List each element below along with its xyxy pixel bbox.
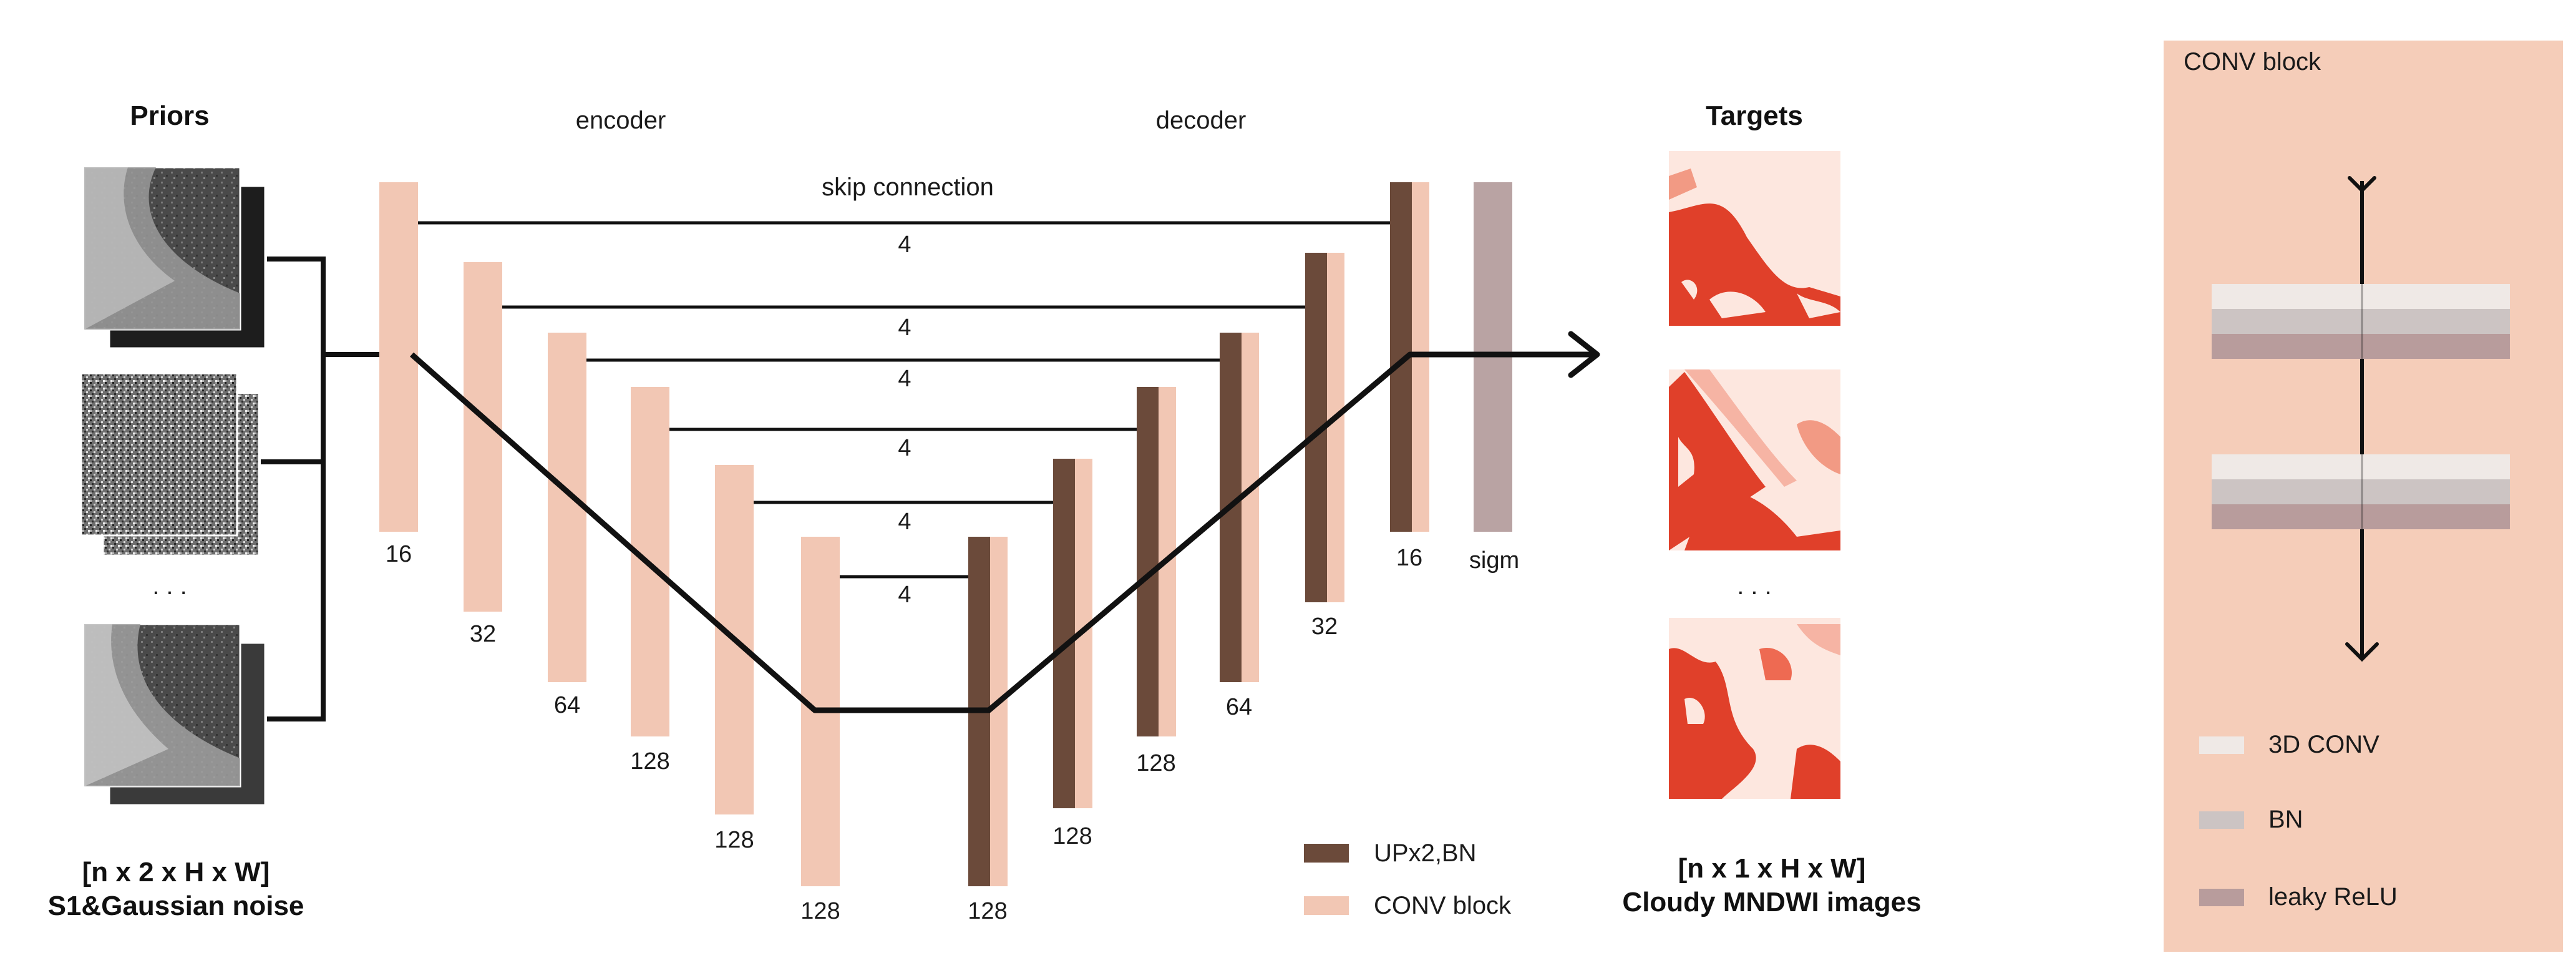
- skip-value-2: 4: [898, 315, 911, 341]
- prior-image-noise: [80, 372, 260, 557]
- skip-connections: [418, 221, 1390, 579]
- skip-value-4: 4: [898, 435, 911, 461]
- panel-flow-tail-icon: [2348, 176, 2376, 193]
- targets-column: Targets . . . [n x 1 x H x W]: [1622, 100, 1921, 917]
- decoder-channels-1: 128: [968, 898, 1007, 924]
- targets-caption-line1: [n x 1 x H x W]: [1678, 853, 1866, 884]
- encoder-block-2: [464, 262, 502, 612]
- panel-conv-unit-1: [2212, 284, 2510, 359]
- unet-network: encoder decoder skip connection 4 4 4 4 …: [379, 107, 1600, 924]
- legend-swatch-upsample: [1304, 844, 1349, 863]
- encoder-channels-6: 128: [800, 898, 840, 924]
- decoder-upsample-2: [1053, 459, 1075, 808]
- decoder-conv-1: [990, 537, 1008, 886]
- priors-caption-line2: S1&Gaussian noise: [48, 891, 304, 921]
- legend-label-upsample: UPx2,BN: [1374, 839, 1477, 867]
- priors-column: Priors . . . [n x 2 x H: [48, 100, 412, 921]
- conv-block-panel-title: CONV block: [2184, 48, 2321, 76]
- encoder-channels-2: 32: [470, 621, 496, 647]
- decoder-label: decoder: [1156, 107, 1247, 134]
- encoder-block-3: [548, 333, 586, 682]
- panel-legend-swatch-bn: [2199, 811, 2244, 829]
- targets-title: Targets: [1706, 100, 1803, 131]
- output-activation-label: sigm: [1469, 547, 1519, 574]
- skip-value-3: 4: [898, 366, 911, 392]
- panel-conv-unit-2: [2212, 454, 2510, 529]
- encoder-blocks: [379, 182, 840, 886]
- panel-legend-label-bn: BN: [2268, 806, 2303, 833]
- priors-caption-line1: [n x 2 x H x W]: [82, 857, 270, 887]
- targets-ellipsis: . . .: [1737, 572, 1772, 600]
- encoder-label: encoder: [576, 107, 666, 134]
- prior-image-s1-top: [83, 166, 266, 350]
- decoder-blocks: [968, 182, 1512, 886]
- target-image-3: [1669, 618, 1840, 799]
- decoder-channels-5: 32: [1311, 614, 1338, 640]
- decoder-conv-5: [1327, 253, 1344, 602]
- target-image-2: [1669, 369, 1840, 550]
- decoder-channels-4: 64: [1226, 694, 1252, 720]
- encoder-channels-3: 64: [554, 692, 580, 718]
- encoder-channels-1: 16: [386, 541, 412, 567]
- output-arrowhead: [1568, 331, 1600, 378]
- target-image-1: [1669, 151, 1840, 326]
- panel-legend-label-leaky-relu: leaky ReLU: [2268, 883, 2398, 911]
- panel-legend-swatch-3dconv: [2199, 736, 2244, 754]
- panel-flow-arrowhead-icon: [2345, 642, 2379, 662]
- skip-value-5: 4: [898, 509, 911, 535]
- panel-legend-swatch-leaky-relu: [2199, 889, 2244, 906]
- encoder-channels-4: 128: [630, 748, 669, 775]
- decoder-channels-2: 128: [1052, 823, 1092, 849]
- network-legend: UPx2,BN CONV block: [1304, 839, 1512, 919]
- decoder-channels-3: 128: [1136, 750, 1175, 776]
- conv-block-panel: CONV block 3D CONV BN leaky ReLU: [2164, 41, 2563, 952]
- decoder-channels-6: 16: [1396, 545, 1422, 571]
- encoder-channels-5: 128: [714, 827, 754, 853]
- legend-swatch-conv: [1304, 896, 1349, 915]
- prior-image-s1-bottom: [83, 623, 266, 806]
- decoder-upsample-3: [1137, 387, 1159, 736]
- panel-legend-label-3dconv: 3D CONV: [2268, 731, 2379, 758]
- skip-value-1: 4: [898, 232, 911, 258]
- targets-caption-line2: Cloudy MNDWI images: [1622, 887, 1921, 917]
- decoder-conv-4: [1242, 333, 1259, 682]
- priors-title: Priors: [130, 100, 209, 131]
- legend-label-conv: CONV block: [1374, 892, 1512, 919]
- u-path: [410, 351, 1594, 713]
- skip-connection-label: skip connection: [822, 174, 994, 201]
- priors-ellipsis: . . .: [152, 572, 187, 600]
- skip-value-6: 4: [898, 582, 911, 608]
